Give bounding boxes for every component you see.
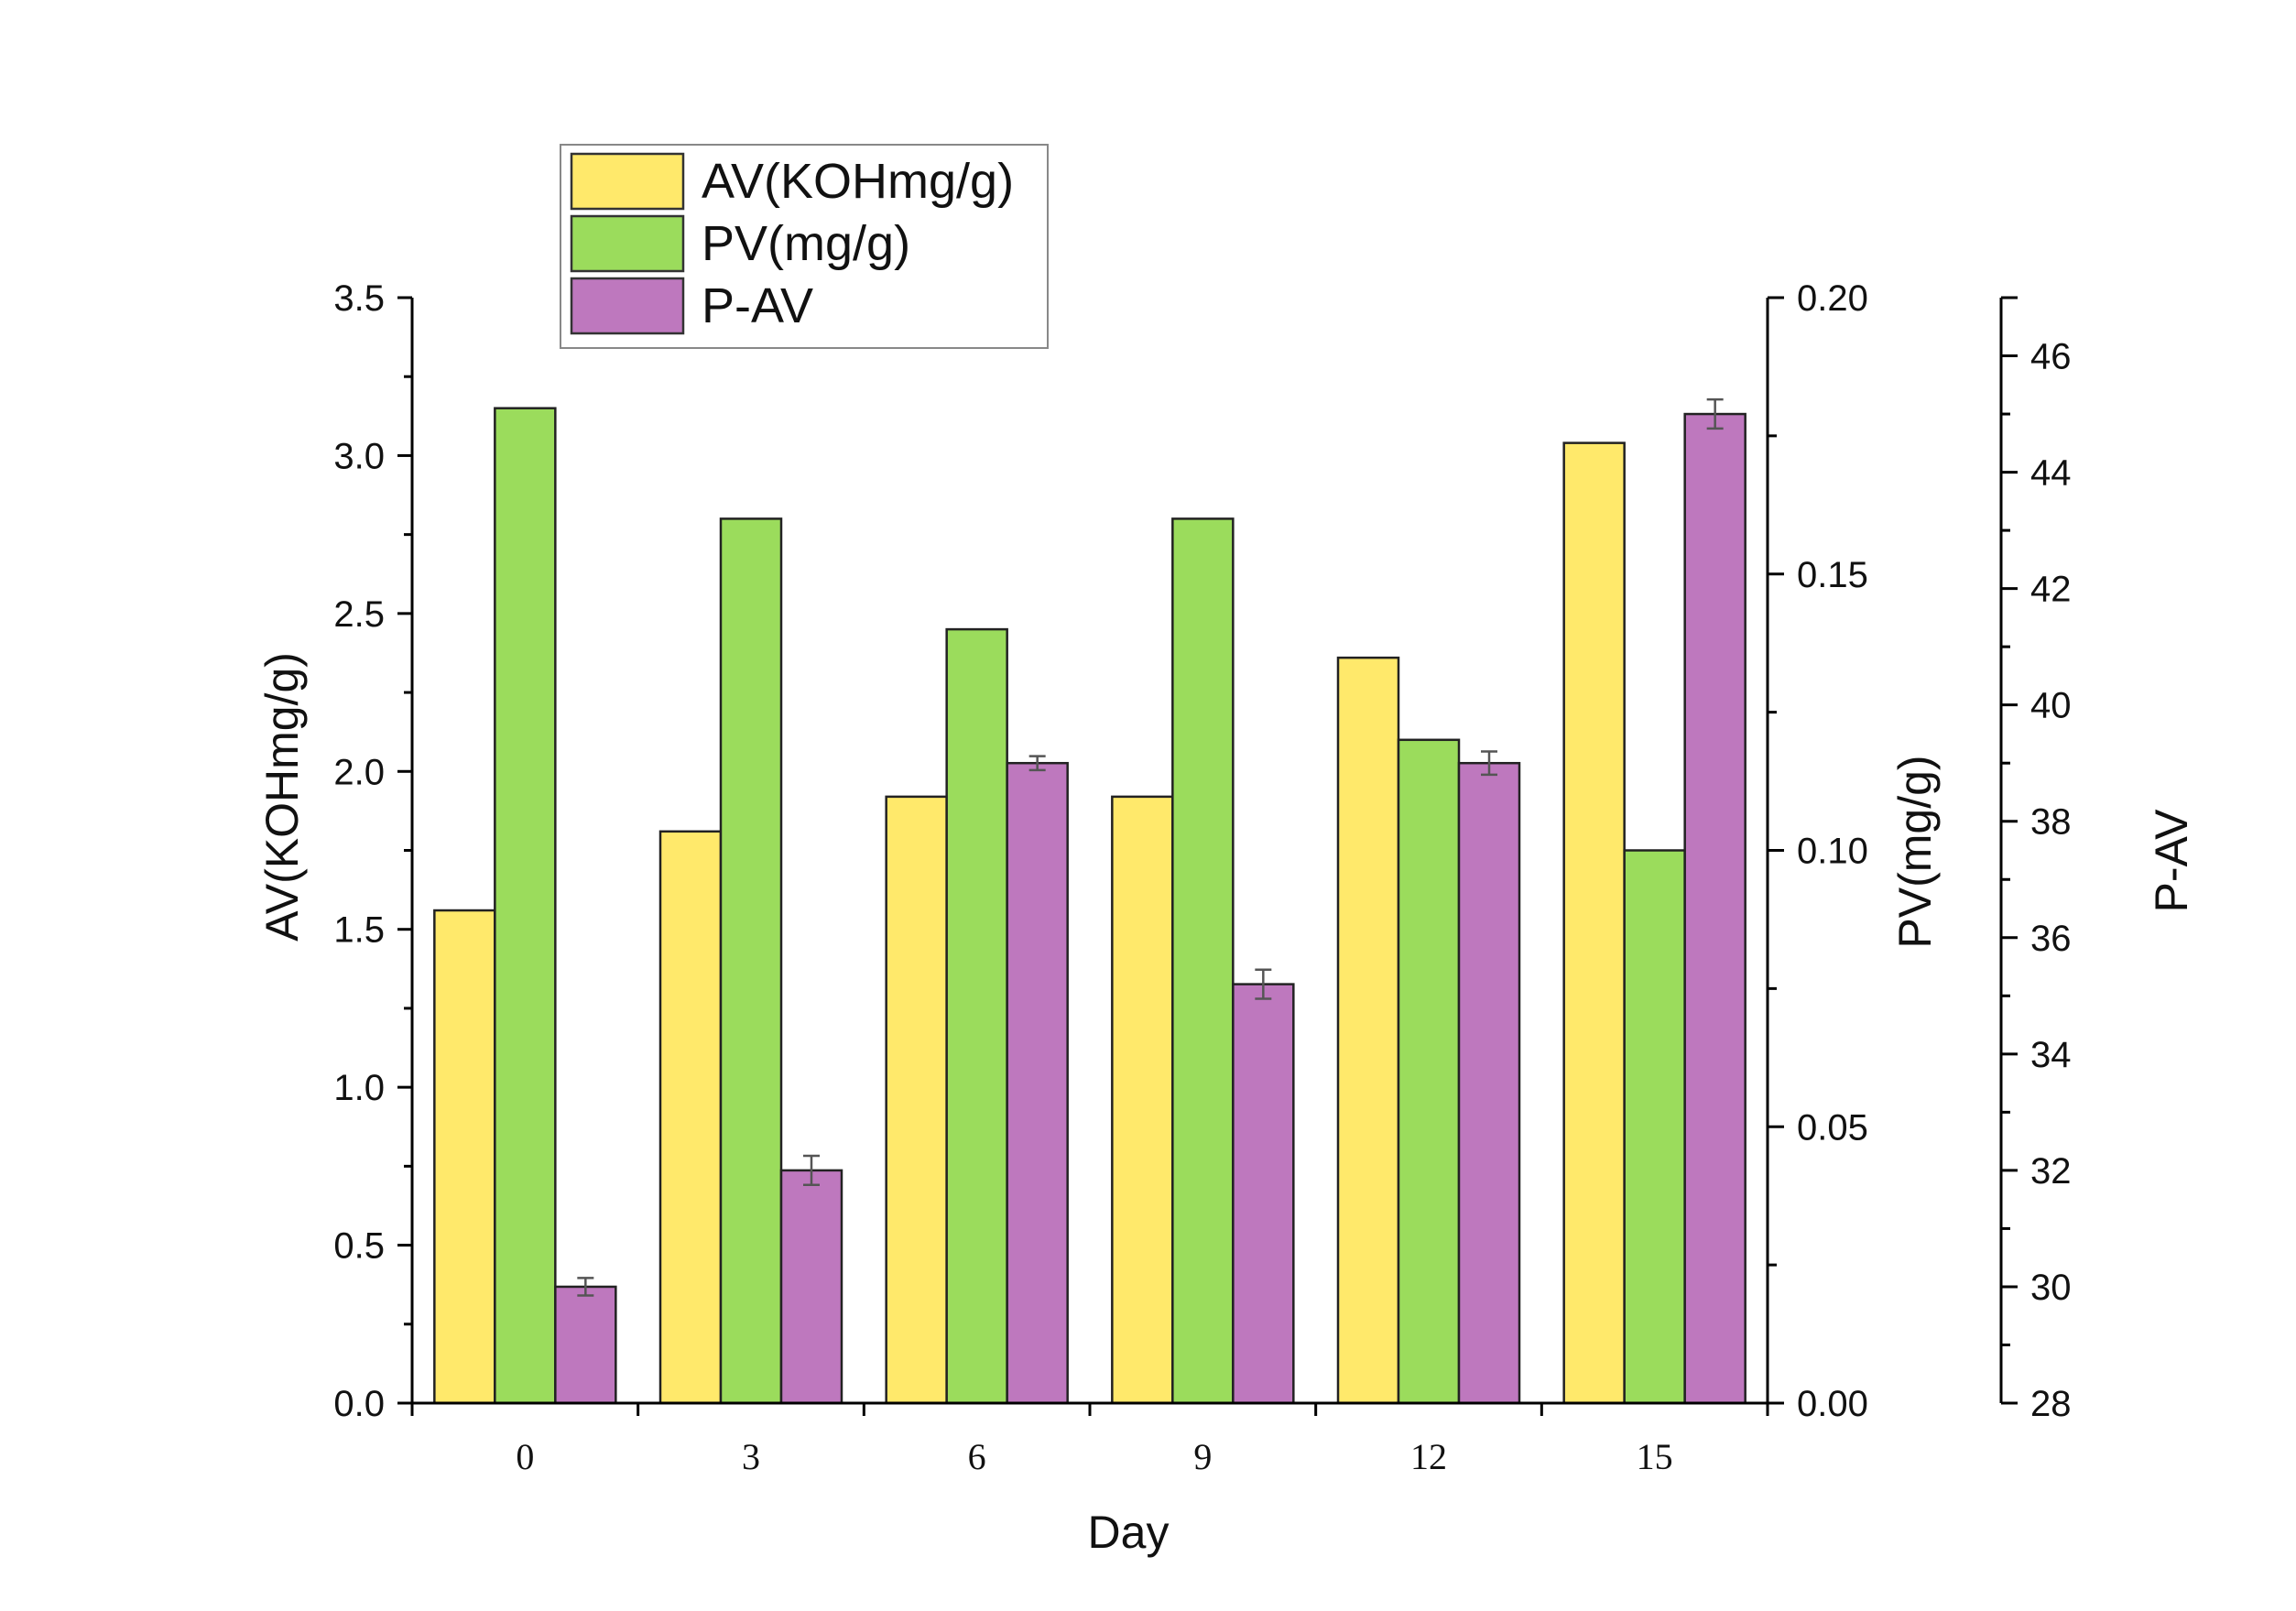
legend-swatch-av-kohmg-g- — [570, 152, 685, 211]
right-pav-tick-label-38: 38 — [2030, 802, 2072, 843]
right-pav-tick-label-34: 34 — [2030, 1035, 2072, 1075]
bar-av-kohmg-g--day-0 — [433, 909, 496, 1405]
x-tick-label-12: 12 — [1410, 1436, 1447, 1477]
right-axis-pv-title: PV(mg/g) — [1889, 755, 1941, 948]
bar-pv-mg-g--day-15 — [1623, 849, 1686, 1405]
x-tick-label-9: 9 — [1193, 1436, 1212, 1477]
legend: AV(KOHmg/g) PV(mg/g) P-AV — [560, 144, 1049, 349]
right-pav-tick-label-46: 46 — [2030, 337, 2072, 377]
bar-p-av-day-3 — [779, 1169, 843, 1405]
x-tick-label-3: 3 — [742, 1436, 760, 1477]
right-pv-tick-label-0.00: 0.00 — [1797, 1384, 1868, 1424]
left-tick-label-1.5: 1.5 — [333, 910, 385, 951]
bars-layer — [433, 397, 1746, 1405]
left-tick-label-2.0: 2.0 — [333, 752, 385, 792]
bar-av-kohmg-g--day-9 — [1111, 795, 1174, 1405]
legend-label-av-kohmg-g-: AV(KOHmg/g) — [702, 154, 1014, 209]
bar-av-kohmg-g--day-6 — [885, 795, 948, 1405]
bar-pv-mg-g--day-12 — [1397, 738, 1461, 1405]
legend-swatch-pv-mg-g- — [570, 214, 685, 273]
bar-p-av-day-15 — [1683, 412, 1746, 1405]
left-tick-label-1.0: 1.0 — [333, 1068, 385, 1108]
axes-layer: 0 3 6 9 12 150.00.51.01.52.02.53.03.50.000.05… — [333, 278, 2071, 1477]
x-axis-title: Day — [1088, 1507, 1170, 1558]
left-tick-label-2.5: 2.5 — [333, 594, 385, 635]
bar-av-kohmg-g--day-12 — [1336, 656, 1400, 1405]
legend-items: AV(KOHmg/g) PV(mg/g) P-AV — [570, 152, 1014, 335]
right-pv-tick-label-0.10: 0.10 — [1797, 832, 1868, 872]
bar-av-kohmg-g--day-15 — [1562, 441, 1626, 1405]
bar-pv-mg-g--day-6 — [945, 627, 1008, 1405]
left-tick-label-0.5: 0.5 — [333, 1226, 385, 1267]
right-pv-tick-label-0.20: 0.20 — [1797, 278, 1868, 319]
bar-p-av-day-6 — [1006, 761, 1069, 1405]
bar-av-kohmg-g--day-3 — [658, 830, 723, 1405]
x-tick-label-0: 0 — [516, 1436, 534, 1477]
bar-p-av-day-0 — [554, 1285, 617, 1405]
legend-label-p-av: P-AV — [702, 278, 813, 333]
left-tick-label-3.5: 3.5 — [333, 278, 385, 319]
x-tick-label-15: 15 — [1637, 1436, 1673, 1477]
left-tick-label-0.0: 0.0 — [333, 1384, 385, 1424]
right-pav-tick-label-42: 42 — [2030, 570, 2072, 610]
right-pv-tick-label-0.05: 0.05 — [1797, 1107, 1868, 1148]
right-pav-tick-label-32: 32 — [2030, 1151, 2072, 1192]
bar-pv-mg-g--day-3 — [719, 517, 783, 1405]
legend-label-pv-mg-g-: PV(mg/g) — [702, 216, 910, 271]
bar-p-av-day-9 — [1232, 983, 1295, 1405]
right-pav-tick-label-30: 30 — [2030, 1268, 2072, 1308]
left-tick-label-3.0: 3.0 — [333, 436, 385, 476]
left-axis-title: AV(KOHmg/g) — [256, 652, 308, 942]
right-axis-pav-title: P-AV — [2146, 809, 2197, 913]
right-pav-tick-label-28: 28 — [2030, 1384, 2072, 1424]
right-pav-tick-label-44: 44 — [2030, 453, 2072, 494]
right-pav-tick-label-36: 36 — [2030, 919, 2072, 959]
x-tick-label-6: 6 — [968, 1436, 986, 1477]
right-pv-tick-label-0.15: 0.15 — [1797, 555, 1868, 595]
right-pav-tick-label-40: 40 — [2030, 686, 2072, 726]
bar-pv-mg-g--day-9 — [1171, 517, 1235, 1405]
legend-swatch-p-av — [570, 277, 685, 335]
bar-pv-mg-g--day-0 — [494, 407, 557, 1405]
bar-p-av-day-12 — [1457, 761, 1521, 1405]
